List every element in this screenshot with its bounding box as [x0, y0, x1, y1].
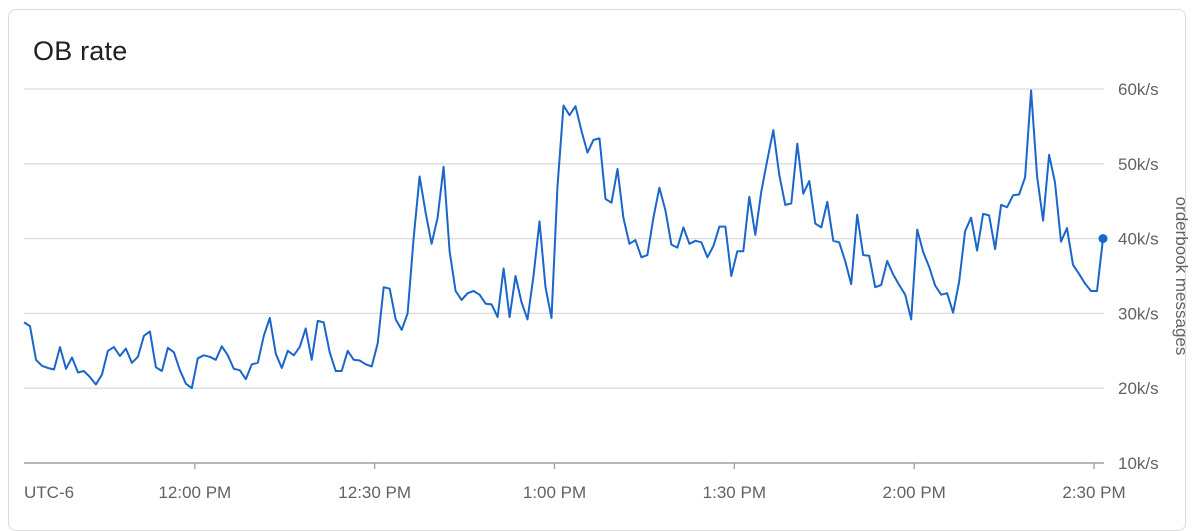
y-tick-label: 50k/s: [1118, 155, 1159, 174]
x-tick-label: 12:30 PM: [338, 483, 411, 502]
x-tick-label: 2:30 PM: [1062, 483, 1125, 502]
x-tick-label: 1:00 PM: [523, 483, 586, 502]
series-line: [23, 89, 1104, 390]
y-axis-title: orderbook messages: [1172, 197, 1191, 356]
x-axis-ticks: 12:00 PM 12:30 PM 1:00 PM 1:30 PM 2:00 PM 2:3…: [158, 463, 1126, 502]
x-tick-label: 2:00 PM: [883, 483, 946, 502]
timezone-label: UTC-6: [24, 483, 74, 502]
y-tick-label: 10k/s: [1118, 454, 1159, 473]
chart-title: OB rate: [33, 36, 128, 66]
y-axis-ticks: 10k/s 20k/s 30k/s 40k/s 50k/s 60k/s: [1118, 80, 1159, 473]
x-tick-label: 12:00 PM: [158, 483, 231, 502]
y-tick-label: 60k/s: [1118, 80, 1159, 99]
series-end-point[interactable]: [1098, 234, 1108, 244]
chart-card: OB rate: [8, 9, 1186, 531]
y-tick-label: 40k/s: [1118, 230, 1159, 249]
x-tick-label: 1:30 PM: [703, 483, 766, 502]
y-tick-label: 20k/s: [1118, 379, 1159, 398]
grid-lines: [24, 88, 1104, 464]
y-tick-label: 30k/s: [1118, 304, 1159, 323]
